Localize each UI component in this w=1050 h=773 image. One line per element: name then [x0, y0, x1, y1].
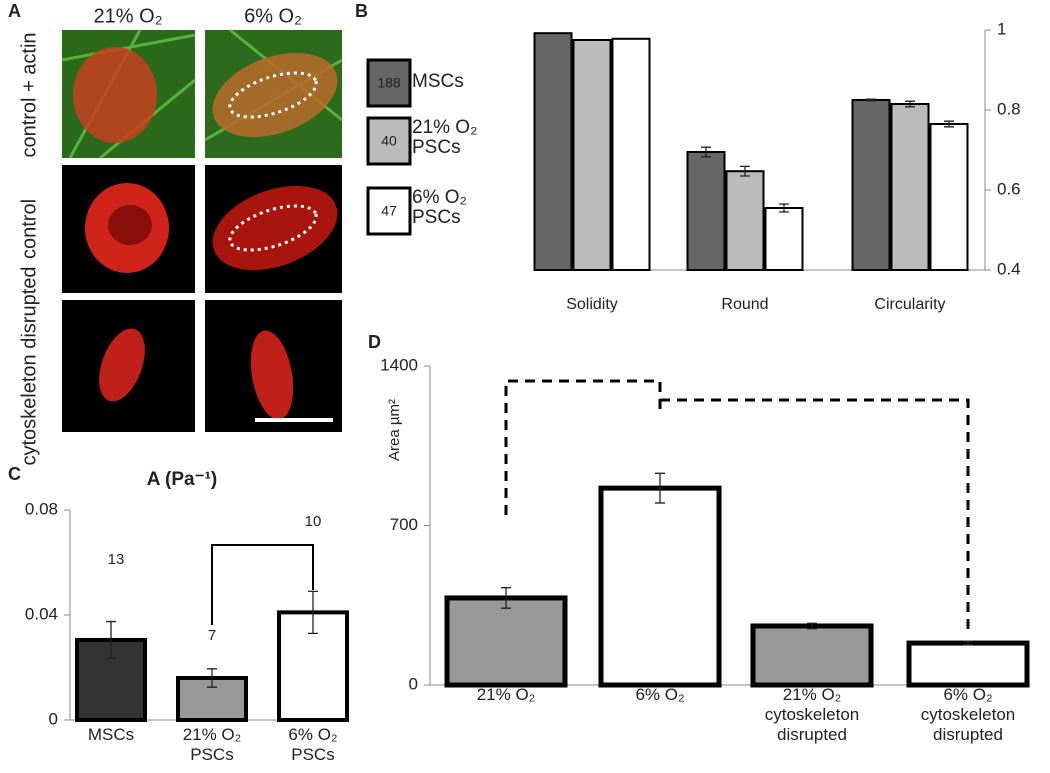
error-bar — [207, 668, 217, 688]
x-tick-label: 21% O₂ PSCs — [182, 725, 242, 764]
panel-label: C — [8, 464, 21, 484]
legend-label: 21% O₂ PSCs — [412, 118, 478, 158]
legend-label: 6% O₂ PSCs — [412, 188, 467, 228]
bar — [533, 32, 573, 272]
x-tick-label: 6% O₂ PSCs — [288, 725, 338, 764]
chart-title: A (Pa⁻¹) — [147, 469, 218, 490]
y-tick-label: 700 — [390, 515, 418, 534]
x-tick-label: Solidity — [566, 296, 618, 313]
x-tick-label-box: Round — [721, 296, 769, 313]
significance-brackets — [211, 379, 970, 630]
error-bar — [963, 640, 973, 646]
panel-label: A — [8, 1, 21, 21]
legend-count: 40 — [381, 133, 397, 149]
legend-label: MSCs — [412, 72, 464, 92]
panel-label: D — [368, 332, 381, 352]
bar — [725, 170, 765, 271]
bar — [572, 39, 612, 271]
legend-count: 188 — [377, 75, 401, 91]
legend-label-box: 21% O₂ PSCs — [412, 118, 478, 158]
row-label: cytoskeleton disrupted — [18, 266, 40, 465]
x-tick-label-box: 6% O₂ PSCs — [288, 725, 338, 764]
x-tick-label: MSCs — [87, 725, 135, 744]
y-tick-label: 1 — [997, 19, 1006, 38]
bar — [444, 595, 568, 688]
legend-swatch — [366, 58, 412, 108]
x-tick-label-box: Circularity — [874, 296, 946, 313]
x-tick-label-box: 21% O₂ — [476, 685, 536, 704]
bar — [851, 99, 891, 271]
panel-label: B — [355, 1, 368, 21]
error-bar — [807, 622, 817, 630]
error-bar — [740, 165, 750, 177]
error-bar — [106, 620, 116, 659]
legend-swatch — [366, 186, 412, 236]
row-label: control + actin — [18, 32, 40, 157]
bar — [929, 123, 969, 271]
y-tick-label: 0.6 — [997, 179, 1021, 198]
micrographs — [61, 28, 343, 432]
error-bar — [655, 472, 665, 504]
y-tick-label: 0 — [409, 674, 418, 693]
error-bar — [866, 98, 876, 102]
legend-swatch — [366, 116, 412, 166]
column-label: 6% O₂ — [244, 5, 302, 27]
count-label: 7 — [208, 627, 216, 644]
count-label: 13 — [108, 551, 125, 568]
error-bar — [308, 590, 318, 635]
x-tick-label: Circularity — [874, 296, 946, 313]
row-label: control — [18, 199, 40, 259]
y-tick-label: 1400 — [380, 355, 418, 374]
column-label: 21% O₂ — [94, 5, 163, 27]
bar — [906, 640, 1030, 688]
bar — [764, 207, 804, 271]
error-bar — [779, 203, 789, 213]
legend-count: 47 — [381, 203, 397, 219]
bar — [750, 623, 874, 688]
x-tick-label: 21% O₂ cytoskeleton disrupted — [764, 685, 860, 744]
x-tick-label: Round — [721, 296, 769, 313]
x-tick-label-box: MSCs — [87, 725, 135, 744]
bar — [611, 37, 651, 271]
x-tick-label-box: 6% O₂ cytoskeleton disrupted — [920, 685, 1016, 744]
y-axis-label: Area µm² — [386, 399, 403, 461]
bar — [686, 151, 726, 271]
x-tick-label: 6% O₂ — [635, 685, 685, 704]
count-label: 10 — [305, 513, 322, 530]
y-tick-label: 0.04 — [25, 604, 58, 623]
error-bar — [701, 146, 711, 158]
x-tick-label-box: Solidity — [566, 296, 618, 313]
y-tick-label: 0.08 — [25, 499, 58, 518]
x-tick-label-box: 6% O₂ — [635, 685, 685, 704]
bar — [890, 103, 930, 271]
error-bar — [501, 587, 511, 609]
error-bar — [905, 100, 915, 108]
x-tick-label: 21% O₂ — [476, 685, 536, 704]
y-tick-label: 0.8 — [997, 99, 1021, 118]
x-tick-label-box: 21% O₂ PSCs — [182, 725, 242, 764]
y-tick-label: 0.4 — [997, 259, 1021, 278]
error-bar — [944, 120, 954, 128]
bar — [598, 485, 722, 688]
legend-label-box: 6% O₂ PSCs — [412, 188, 467, 228]
x-tick-label-box: 21% O₂ cytoskeleton disrupted — [764, 685, 860, 744]
x-tick-label: 6% O₂ cytoskeleton disrupted — [920, 685, 1016, 744]
y-tick-label: 0 — [49, 709, 58, 728]
legend-label-box: MSCs — [412, 72, 464, 92]
